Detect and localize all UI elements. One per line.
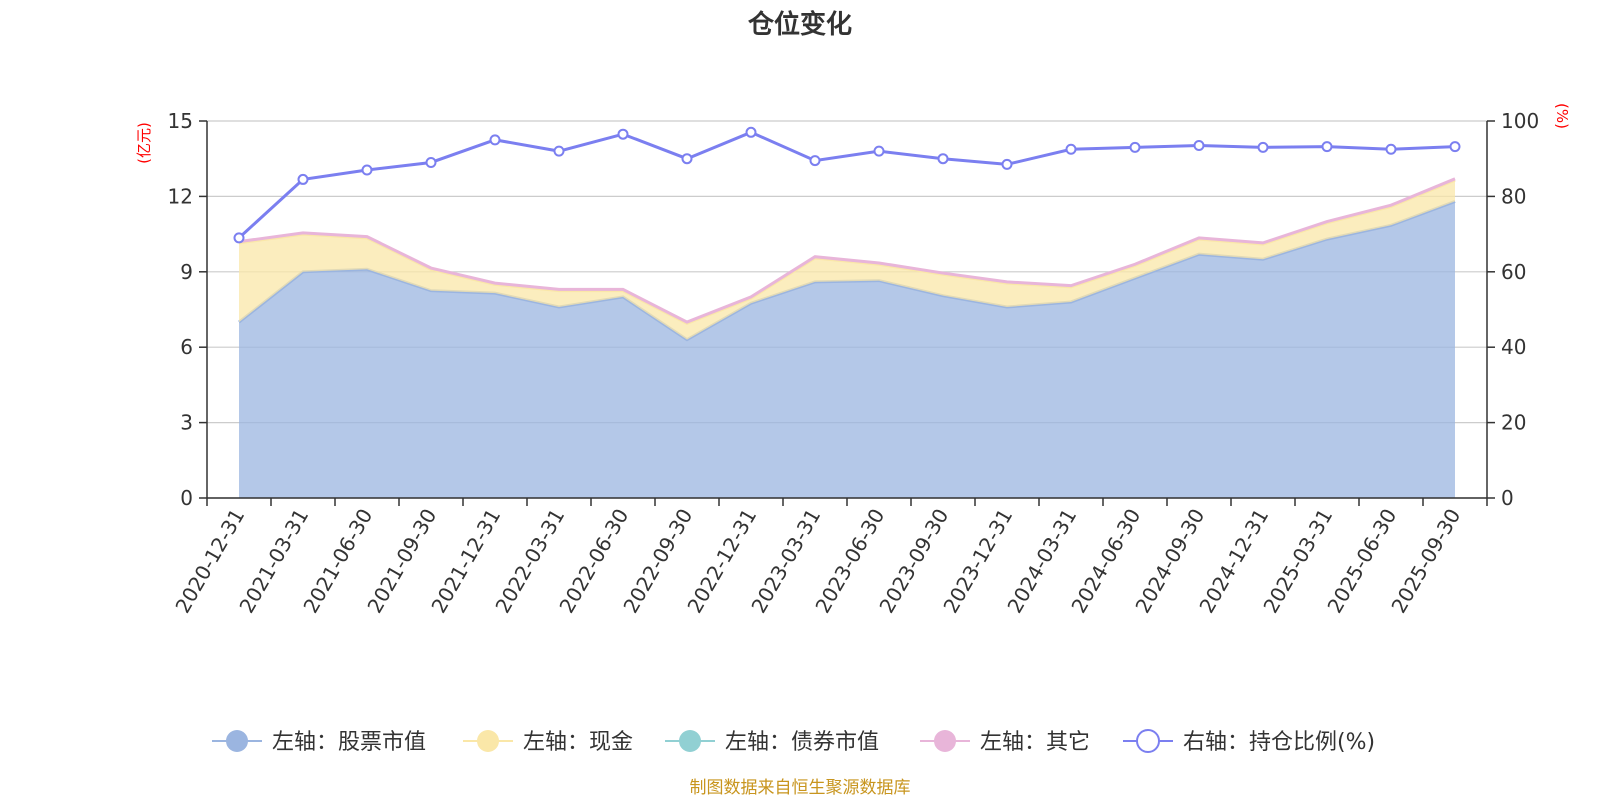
right-tick-label: 20 — [1501, 411, 1526, 435]
ratio-point — [1001, 158, 1013, 170]
ratio-line-series — [233, 126, 1461, 244]
ratio-point — [1321, 141, 1333, 153]
left-tick-label: 3 — [180, 411, 193, 435]
left-axis-ticks: 0 3 6 9 12 15 — [168, 109, 207, 510]
left-tick-label: 0 — [180, 486, 193, 510]
area-1 — [239, 201, 1455, 498]
x-axis-ticks: 2020-12-312021-03-312021-06-302021-09-30… — [170, 498, 1488, 617]
ratio-point — [425, 156, 437, 168]
ratio-point — [233, 232, 245, 244]
ratio-point — [489, 134, 501, 146]
ratio-point — [1449, 141, 1461, 153]
left-axis-unit: (亿元) — [135, 122, 153, 164]
ratio-point — [1385, 143, 1397, 155]
right-tick-label: 100 — [1501, 109, 1539, 133]
legend-label: 左轴：股票市值 — [272, 730, 426, 755]
ratio-point — [617, 128, 629, 140]
legend-label: 右轴：持仓比例(%) — [1183, 730, 1375, 755]
left-tick-label: 6 — [180, 335, 193, 359]
right-tick-label: 80 — [1501, 184, 1526, 208]
ratio-point — [745, 126, 757, 138]
ratio-point — [873, 145, 885, 157]
ratio-point — [1129, 141, 1141, 153]
data-source-note: 制图数据来自恒生聚源数据库 — [690, 778, 911, 798]
left-tick-label: 9 — [180, 260, 193, 284]
right-axis-ticks: 0 20 40 60 80 100 — [1487, 109, 1539, 510]
chart-title: 仓位变化 — [747, 9, 852, 40]
legend-label: 左轴：其它 — [980, 730, 1090, 755]
right-tick-label: 60 — [1501, 260, 1526, 284]
legend-item-4[interactable]: 左轴：其它 — [920, 730, 1090, 755]
area-2 — [239, 180, 1455, 340]
legend-label: 左轴：现金 — [523, 730, 633, 755]
ratio-point — [1257, 141, 1269, 153]
legend-symbol — [934, 730, 956, 752]
legend-item-3[interactable]: 左轴：债券市值 — [665, 730, 879, 755]
stacked-areas — [238, 177, 1456, 498]
legend-item-5[interactable]: 右轴：持仓比例(%) — [1123, 729, 1375, 755]
ratio-point — [1065, 143, 1077, 155]
legend-symbol — [679, 730, 701, 752]
right-tick-label: 40 — [1501, 335, 1526, 359]
ratio-point — [681, 153, 693, 165]
legend-symbol — [1136, 729, 1160, 753]
left-tick-label: 15 — [168, 109, 193, 133]
ratio-point — [1193, 140, 1205, 152]
ratio-point — [937, 153, 949, 165]
legend-symbol — [477, 730, 499, 752]
legend[interactable]: 左轴：股票市值 左轴：现金 左轴：债券市值 左轴：其它 右轴：持仓比例(%) — [212, 729, 1375, 755]
ratio-point — [297, 173, 309, 185]
ratio-point — [809, 155, 821, 167]
legend-symbol — [226, 730, 248, 752]
ratio-line — [237, 130, 1456, 239]
legend-item-2[interactable]: 左轴：现金 — [463, 730, 633, 755]
right-axis-unit: (%) — [1553, 103, 1571, 129]
ratio-point — [361, 164, 373, 176]
left-tick-label: 12 — [168, 184, 193, 208]
area-edge-4 — [238, 177, 1456, 324]
right-tick-label: 0 — [1501, 486, 1514, 510]
ratio-point — [553, 145, 565, 157]
legend-item-1[interactable]: 左轴：股票市值 — [212, 730, 426, 755]
legend-label: 左轴：债券市值 — [725, 730, 879, 755]
